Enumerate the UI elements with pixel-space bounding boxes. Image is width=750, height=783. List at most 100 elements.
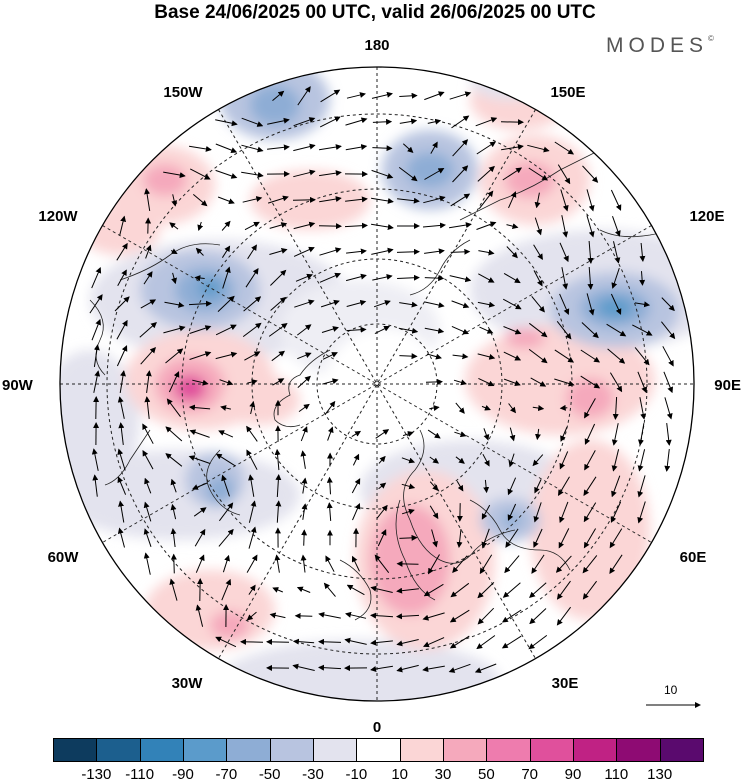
- wind-arrow: [194, 528, 206, 547]
- wind-arrow: [351, 430, 362, 438]
- lon-label-90e: 90E: [714, 377, 741, 394]
- wind-arrow: [531, 554, 545, 574]
- wind-arrow: [297, 375, 311, 388]
- wind-arrow: [501, 635, 522, 649]
- wind-arrow: [321, 326, 339, 333]
- wind-arrow: [119, 215, 127, 236]
- wind-arrow: [560, 189, 569, 212]
- wind-arrow: [117, 448, 126, 471]
- wind-arrow: [482, 453, 490, 467]
- wind-arrow: [89, 294, 103, 314]
- wind-arrow: [475, 117, 498, 127]
- wind-arrow: [352, 502, 361, 521]
- colorbar-tick-label: -70: [215, 766, 238, 783]
- wind-arrow: [247, 379, 258, 385]
- wind-arrow: [195, 554, 205, 573]
- wind-arrow: [293, 117, 316, 127]
- wind-arrow: [399, 118, 418, 125]
- wind-arrow: [557, 164, 571, 185]
- wind-arrow: [452, 139, 469, 157]
- wind-arrow: [533, 502, 542, 523]
- wind-arrow: [477, 301, 496, 308]
- colorbar-tick-label: -50: [258, 766, 281, 783]
- wind-arrow: [637, 449, 646, 472]
- wind-arrow: [561, 267, 569, 290]
- wind-arrow: [396, 560, 419, 567]
- wind-arrow: [195, 247, 204, 256]
- wind-arrow: [344, 637, 367, 645]
- wind-arrow: [145, 244, 152, 259]
- wind-arrow: [586, 293, 595, 316]
- wind-arrow: [215, 169, 238, 179]
- wind-arrow: [197, 221, 204, 231]
- wind-arrow: [322, 378, 339, 385]
- wind-arrow: [221, 578, 232, 601]
- wind-arrow: [556, 606, 571, 626]
- wind-arrow: [192, 194, 208, 207]
- wind-arrow: [481, 404, 491, 411]
- wind-arrow: [370, 639, 393, 646]
- wind-arrow: [634, 347, 650, 366]
- wind-arrow: [140, 347, 156, 365]
- wind-arrow: [324, 400, 336, 415]
- wind-arrow: [611, 267, 620, 289]
- wind-arrow: [449, 275, 472, 283]
- wind-arrow: [92, 474, 99, 497]
- wind-arrow: [163, 325, 186, 334]
- wind-arrow: [352, 453, 360, 466]
- wind-arrow: [320, 89, 341, 103]
- wind-arrow: [610, 189, 622, 211]
- colorbar-tick-label: -130: [81, 766, 112, 783]
- wind-arrow: [609, 372, 623, 393]
- wind-arrow: [424, 275, 445, 282]
- wind-arrow: [297, 86, 311, 106]
- wind-arrow: [296, 586, 311, 593]
- lon-label-30w: 30W: [172, 675, 204, 692]
- wind-arrow: [301, 477, 308, 494]
- wind-arrow: [509, 427, 516, 442]
- wind-arrow: [292, 638, 315, 645]
- wind-arrow: [293, 221, 316, 230]
- wind-arrow: [609, 528, 623, 549]
- wind-arrow: [145, 370, 152, 393]
- wind-arrow: [664, 397, 673, 420]
- wind-arrow: [427, 118, 442, 125]
- wind-arrow: [422, 637, 445, 648]
- wind-arrow: [345, 196, 368, 203]
- wind-arrow: [139, 322, 157, 338]
- wind-arrow: [662, 346, 674, 367]
- wind-arrow: [479, 554, 493, 575]
- wind-arrow: [554, 141, 575, 155]
- wind-arrow: [422, 222, 446, 229]
- colorbar-swatch: [53, 738, 98, 762]
- wind-arrow: [664, 449, 671, 472]
- wind-arrow: [144, 188, 151, 211]
- wind-arrow: [346, 299, 367, 307]
- wind-arrow: [298, 403, 310, 413]
- wind-arrow: [477, 165, 495, 182]
- wind-arrow: [272, 90, 285, 101]
- wind-arrow: [637, 501, 646, 524]
- wind-arrow: [370, 612, 394, 619]
- wind-arrow: [93, 370, 101, 393]
- wind-arrow: [476, 635, 496, 650]
- wind-arrow: [613, 241, 621, 264]
- wind-arrow: [401, 483, 416, 490]
- wind-arrow: [396, 613, 420, 620]
- wind-arrow: [586, 215, 595, 238]
- wind-arrow: [559, 501, 569, 524]
- wind-arrow: [169, 222, 179, 230]
- wind-arrow: [189, 325, 212, 334]
- wind-arrow: [452, 353, 469, 360]
- wind-arrow: [245, 267, 259, 288]
- colorbar-tick-label: -10: [345, 766, 368, 783]
- lon-label-30e: 30E: [552, 675, 579, 692]
- wind-arrow: [661, 321, 676, 340]
- lon-label-0: 0: [373, 719, 381, 736]
- wind-arrow: [449, 91, 472, 100]
- wind-arrow: [242, 322, 262, 338]
- wind-arrow: [587, 240, 594, 264]
- wind-arrow: [535, 428, 541, 441]
- wind-arrow: [429, 481, 439, 492]
- wind-arrow: [397, 197, 420, 204]
